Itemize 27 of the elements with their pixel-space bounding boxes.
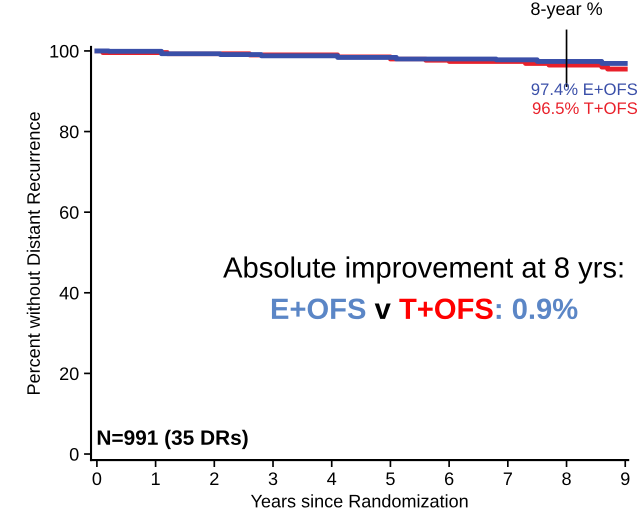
x-axis-title: Years since Randomization [250, 494, 468, 508]
x-tick-label: 9 [621, 472, 630, 486]
y-tick-label: 0 [70, 448, 79, 461]
y-tick-label: 60 [60, 206, 79, 219]
x-tick-label: 0 [92, 472, 102, 486]
x-tick-label: 1 [152, 472, 160, 485]
y-tick-label: 80 [60, 125, 79, 138]
x-tick-label: 5 [386, 472, 395, 486]
x-tick-label: 4 [327, 472, 336, 485]
x-tick-label: 2 [210, 472, 218, 485]
x-tick-label: 6 [445, 472, 454, 486]
annotation: E+OFS [272, 298, 366, 320]
annotation: Absolute improvement at 8 yrs: [223, 256, 622, 284]
annotation: v [374, 303, 391, 319]
x-tick-label: 8 [562, 472, 571, 486]
annotation: T+OFS [399, 298, 493, 320]
y-axis-title: Percent without Distant Recurrence [26, 112, 40, 394]
annotation: N=991 (35 DRs) [98, 430, 248, 450]
annotation: 96.5% T+OFS [532, 102, 638, 114]
x-tick-label: 7 [504, 472, 512, 485]
annotation: : 0.9% [496, 298, 578, 320]
y-tick-label: 40 [60, 286, 79, 300]
annotation: 97.4% E+OFS [532, 83, 638, 96]
ref-line-label: 8-year % [531, 2, 602, 19]
x-tick-label: 3 [268, 472, 278, 486]
y-tick-label: 20 [60, 367, 79, 380]
y-tick-label: 100 [50, 44, 79, 58]
